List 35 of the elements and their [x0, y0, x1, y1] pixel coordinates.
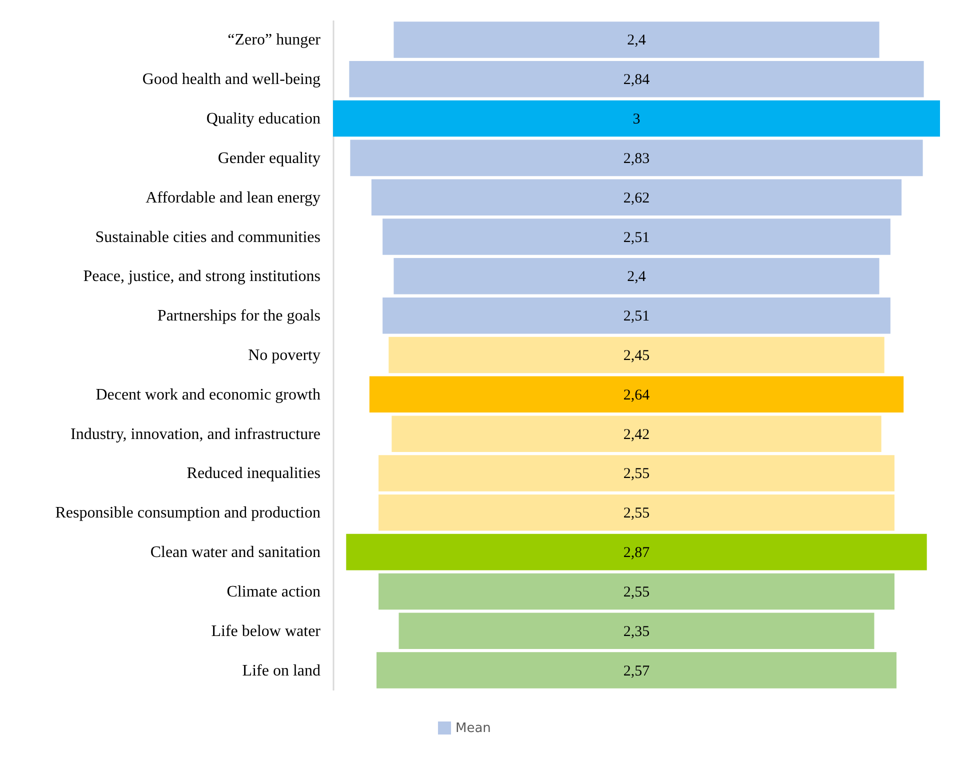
data-label: 2,51 [623, 230, 650, 246]
data-label: 3 [632, 112, 640, 128]
data-label: 2,45 [623, 348, 650, 364]
category-label: Quality education [206, 110, 320, 128]
category-label: Sustainable cities and communities [95, 228, 320, 246]
category-label: Industry, innovation, and infrastructure [70, 426, 320, 443]
category-label: Affordable and lean energy [146, 189, 320, 206]
category-label: Reduced inequalities [186, 465, 320, 482]
category-label: Life below water [211, 622, 322, 640]
category-label: Partnerships for the goals [157, 308, 320, 325]
category-label: No poverty [248, 347, 320, 364]
category-label: Gender equality [218, 150, 320, 167]
category-label: Responsible consumption and production [55, 504, 320, 522]
data-label: 2,62 [623, 190, 650, 206]
data-label: 2,51 [623, 308, 650, 325]
category-label: Climate action [226, 583, 320, 600]
data-label: 2,83 [623, 150, 650, 167]
data-label: 2,35 [623, 624, 650, 640]
category-label: Decent work and economic growth [96, 386, 320, 404]
data-label: 2,55 [623, 506, 650, 522]
legend-label: Mean [456, 721, 491, 736]
data-label: 2,57 [623, 663, 650, 680]
category-label: Good health and well-being [142, 71, 320, 88]
category-label: Clean water and sanitation [150, 544, 320, 562]
data-label: 2,55 [623, 466, 650, 482]
data-label: 2,84 [623, 72, 650, 88]
data-label: 2,64 [623, 387, 650, 404]
data-label: 2,4 [627, 269, 646, 286]
category-label: “Zero” hunger [228, 32, 322, 49]
data-label: 2,87 [623, 545, 650, 562]
data-label: 2,55 [623, 584, 650, 600]
category-label: Life on land [242, 662, 320, 680]
category-label: Peace, justice, and strong institutions [83, 268, 320, 286]
data-label: 2,42 [623, 426, 650, 443]
data-label: 2,4 [627, 32, 646, 49]
